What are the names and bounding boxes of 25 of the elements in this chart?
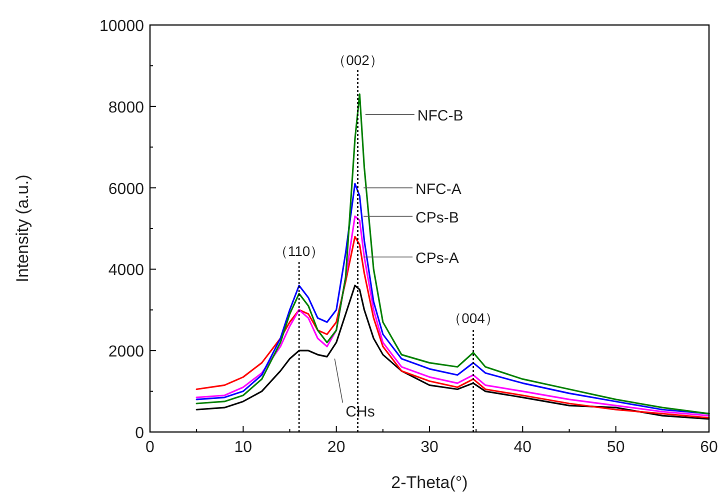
annotation: CHs [346, 404, 375, 421]
annotation: NFC-B [417, 108, 464, 125]
x-axis-title: 2-Theta(°) [391, 473, 468, 492]
y-tick-label: 4000 [108, 262, 144, 280]
x-tick-label: 60 [700, 439, 718, 456]
y-axis-title: Intensity (a.u.) [13, 174, 32, 282]
annotation: CPs-A [416, 250, 459, 267]
ref-line-label: （002） [332, 52, 384, 68]
y-tick-label: 6000 [108, 180, 144, 198]
ref-line: （004） [448, 310, 499, 432]
x-tick-label: 40 [514, 439, 532, 456]
ref-line-label: （110） [274, 243, 324, 260]
x-tick-label: 50 [606, 439, 625, 456]
y-tick-label: 8000 [108, 99, 144, 116]
ref-line-label: （004） [448, 310, 499, 326]
y-tick-label: 0 [135, 425, 144, 442]
y-tick-label: 2000 [108, 344, 144, 361]
x-tick-label: 10 [234, 439, 252, 456]
x-tick-label: 20 [327, 439, 346, 456]
ref-line: （110） [274, 243, 324, 432]
y-tick-label: 10000 [100, 18, 144, 35]
annotation: CPs-B [416, 209, 459, 226]
x-tick-label: 30 [420, 439, 438, 456]
annotation: NFC-A [416, 180, 462, 198]
x-tick-label: 0 [146, 439, 155, 456]
